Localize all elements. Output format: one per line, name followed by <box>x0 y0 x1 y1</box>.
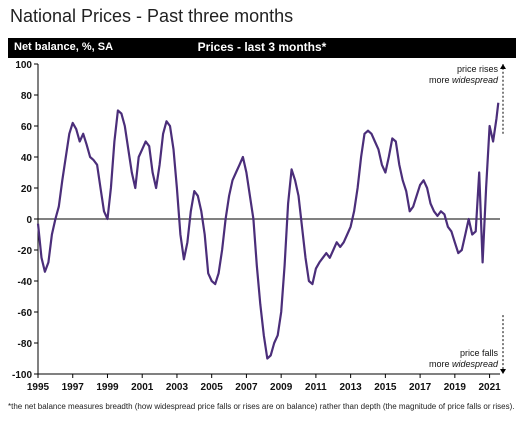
x-tick-label: 1995 <box>27 382 50 393</box>
x-tick-label: 2007 <box>235 382 258 393</box>
y-tick-label: 20 <box>21 184 33 195</box>
annotation-text: more widespread <box>429 359 499 369</box>
annotation-text: more widespread <box>429 75 499 85</box>
y-tick-label: 60 <box>21 122 33 133</box>
x-tick-label: 2001 <box>131 382 154 393</box>
y-tick-label: 80 <box>21 91 33 102</box>
x-tick-label: 2019 <box>444 382 467 393</box>
series-line <box>36 102 500 360</box>
x-tick-label: 2005 <box>201 382 224 393</box>
annotation-text: price rises <box>457 64 499 74</box>
page-title: National Prices - Past three months <box>10 6 294 26</box>
y-tick-label: 100 <box>15 60 32 71</box>
x-tick-label: 2003 <box>166 382 189 393</box>
x-ticks: 1995 1997 1999 2001 2003 2005 2007 2009 2011 2013… <box>27 374 501 393</box>
chart-title: Prices - last 3 months* <box>197 40 327 54</box>
y-tick-label: 0 <box>26 215 32 226</box>
y-axis-label: Net balance, %, SA <box>14 41 114 53</box>
arrow-up-head <box>500 64 506 69</box>
x-tick-label: 2015 <box>374 382 397 393</box>
x-tick-label: 2011 <box>305 382 327 393</box>
x-tick-label: 2017 <box>409 382 432 393</box>
x-tick-label: 1997 <box>62 382 85 393</box>
x-tick-label: 2009 <box>270 382 293 393</box>
x-tick-label: 2021 <box>478 382 501 393</box>
y-tick-label: -100 <box>12 370 32 381</box>
y-tick-label: 40 <box>21 153 33 164</box>
y-tick-label: -20 <box>18 246 33 257</box>
y-tick-label: -60 <box>18 308 33 319</box>
y-ticks: 100 80 60 40 20 0 -20 -40 -60 -80 -100 <box>12 60 38 381</box>
y-tick-label: -80 <box>18 339 33 350</box>
annotation-text: price falls <box>460 348 499 358</box>
chart-header-bar: Net balance, %, SA Prices - last 3 month… <box>8 38 516 58</box>
y-tick-label: -40 <box>18 277 33 288</box>
arrow-down-head <box>500 369 506 374</box>
footnote: *the net balance measures breadth (how w… <box>8 402 515 411</box>
x-tick-label: 2013 <box>340 382 363 393</box>
x-tick-label: 1999 <box>96 382 119 393</box>
